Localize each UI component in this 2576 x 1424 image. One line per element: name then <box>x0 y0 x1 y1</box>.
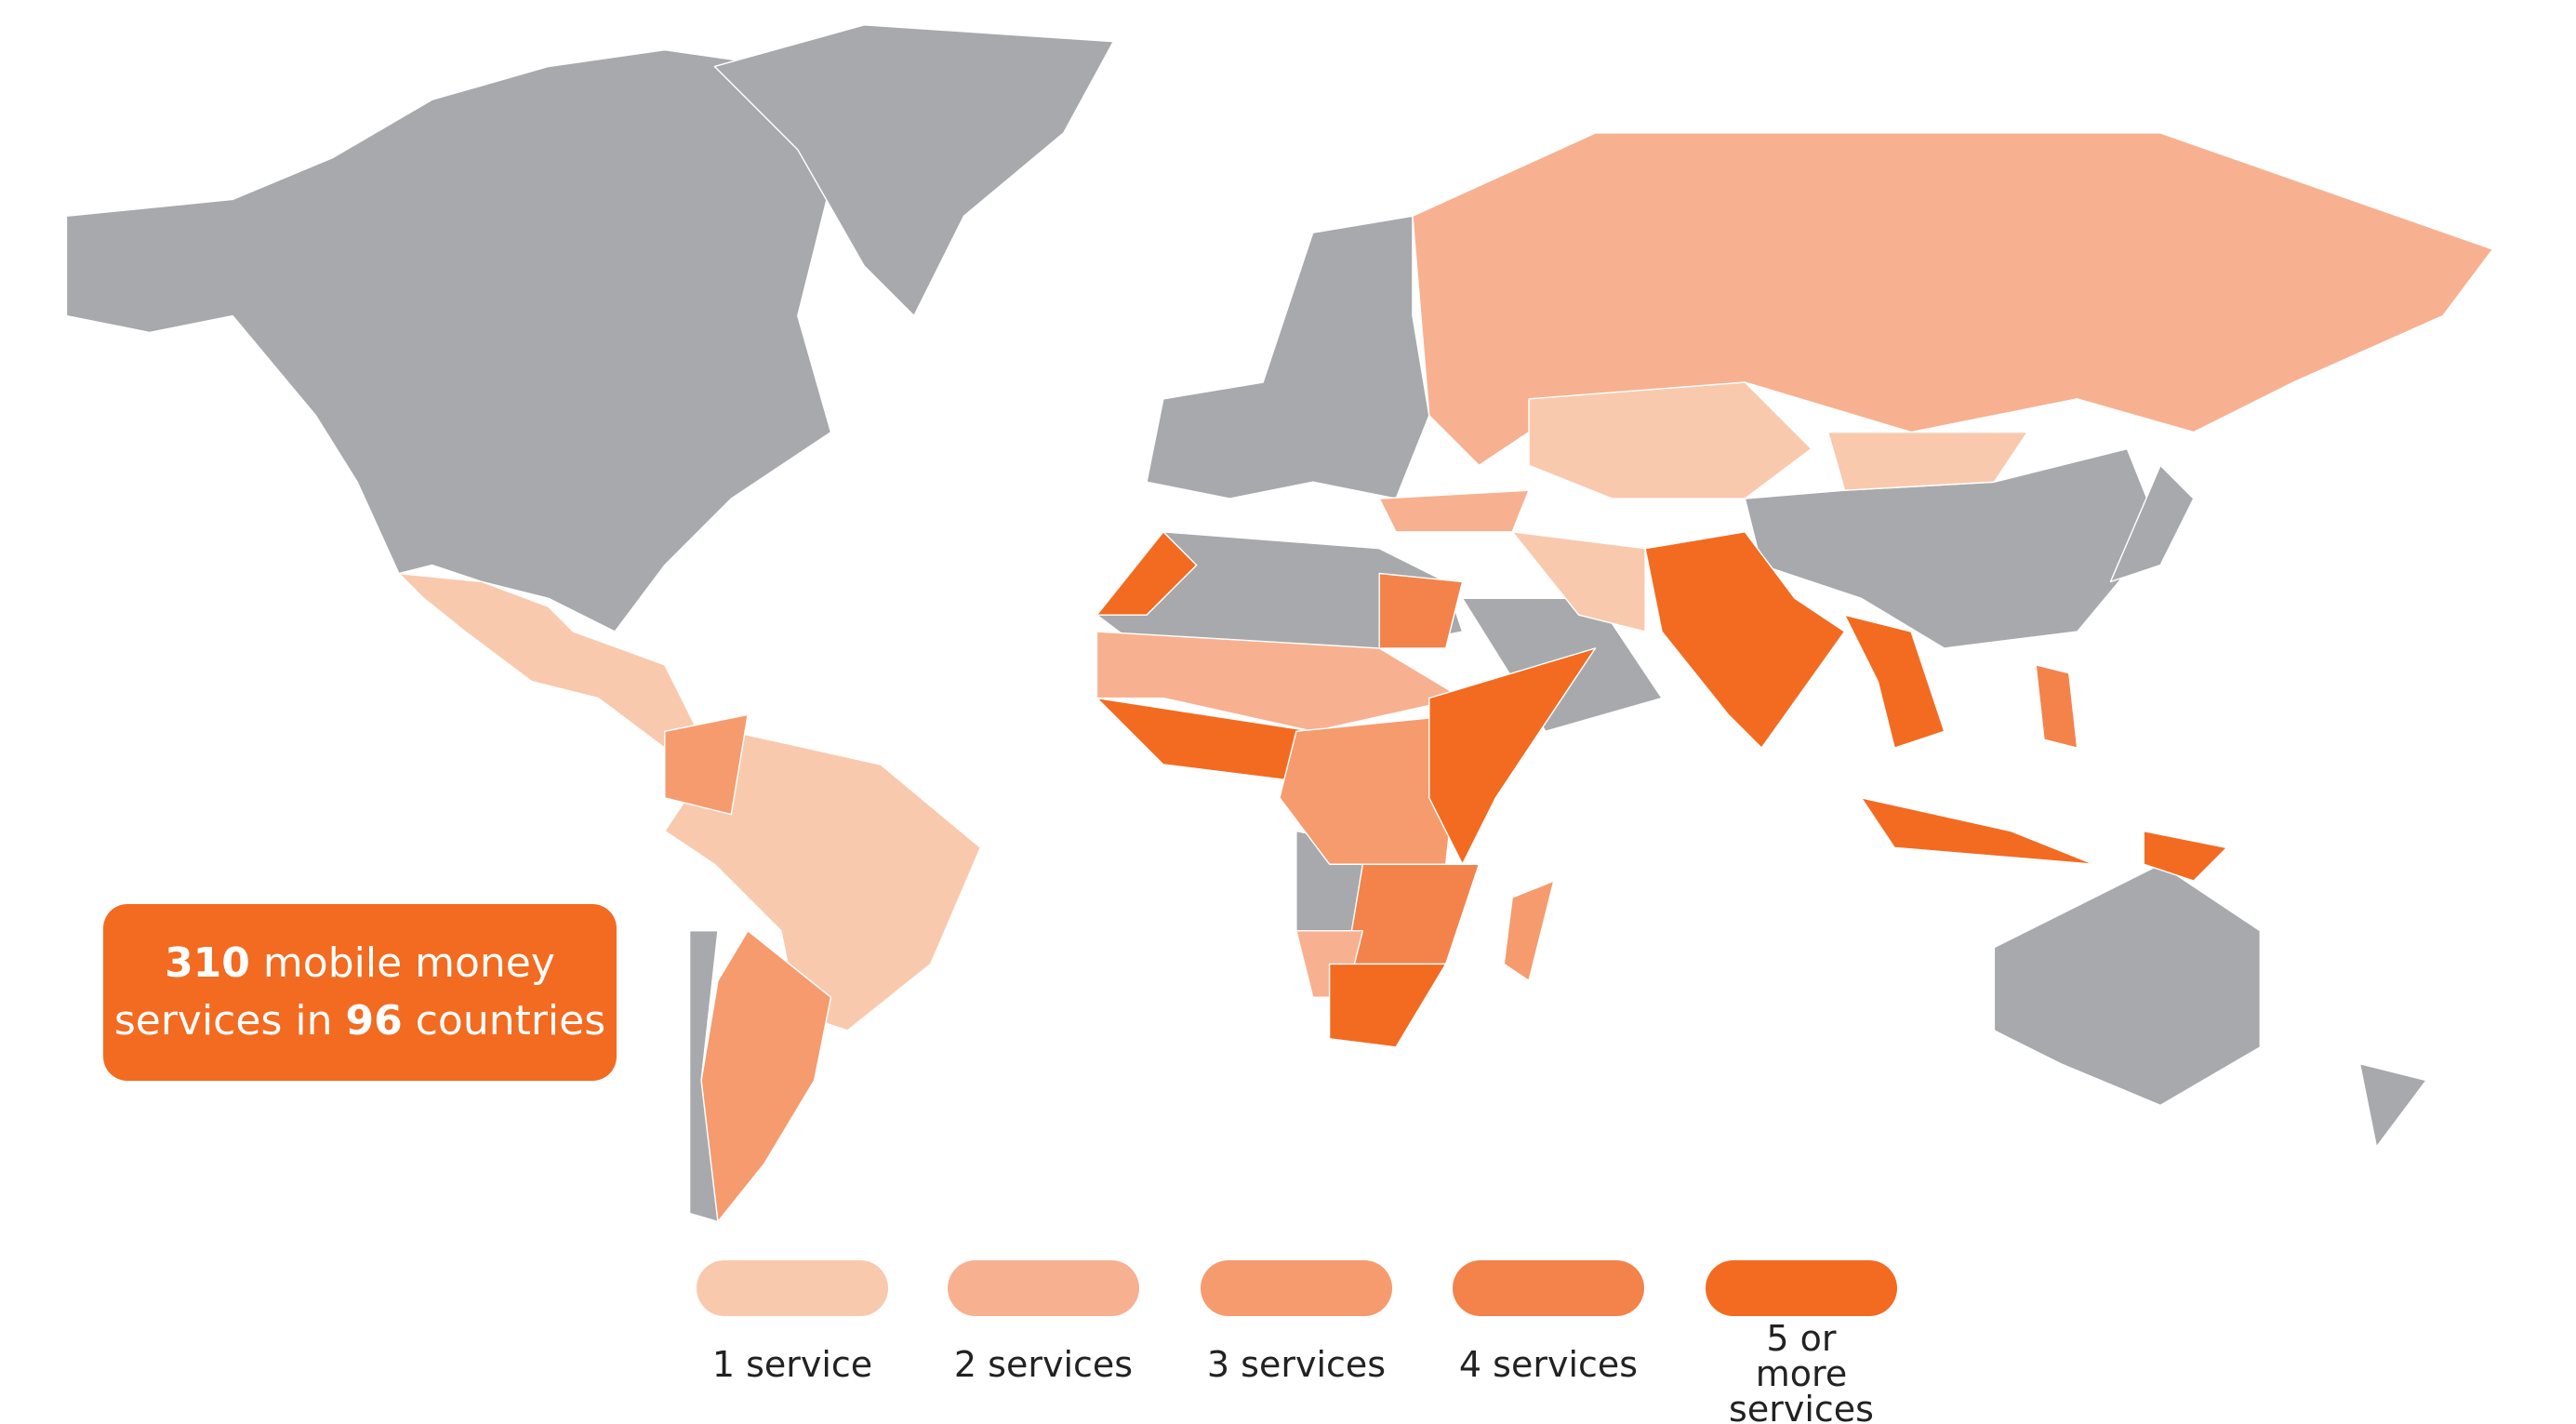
callout: 310 mobile money services in 96 countrie… <box>103 904 617 1081</box>
legend-label: 4 services <box>1458 1344 1639 1385</box>
southern-africa <box>1345 863 1481 965</box>
legend-swatch <box>1201 1260 1392 1316</box>
europe <box>1146 215 1430 499</box>
colombia <box>664 713 749 816</box>
legend-label: 5 or more services <box>1729 1318 1874 1424</box>
south-africa <box>1328 963 1447 1048</box>
legend-swatch <box>948 1260 1139 1316</box>
egypt <box>1378 572 1464 649</box>
legend-label: 2 services <box>953 1344 1134 1385</box>
legend-label: 1 service <box>711 1344 873 1385</box>
indonesia <box>1860 797 2095 865</box>
russia <box>1412 132 2494 467</box>
central-asia <box>1528 381 1812 499</box>
country-count: 96 <box>345 997 403 1045</box>
morocco <box>1095 531 1198 616</box>
callout-text: services in <box>113 997 333 1045</box>
greenland <box>713 24 1115 317</box>
count: 310 <box>165 939 250 988</box>
central-america <box>398 572 699 749</box>
southeast-asia <box>1843 614 1945 749</box>
callout-text: mobile money <box>262 939 555 988</box>
east-africa <box>1428 647 1597 865</box>
philippines <box>2035 664 2078 749</box>
new-zealand <box>2358 1062 2427 1148</box>
madagascar <box>1503 880 1555 982</box>
callout-text: countries <box>415 997 606 1045</box>
australia <box>1993 863 2262 1107</box>
argentina <box>700 930 832 1223</box>
north-america <box>65 48 832 632</box>
south-asia <box>1644 531 1846 749</box>
legend-swatch <box>1706 1260 1897 1316</box>
legend-label: 3 services <box>1206 1344 1387 1385</box>
legend-swatch <box>697 1260 888 1316</box>
turkey <box>1378 489 1530 533</box>
papua-new-guinea <box>2143 830 2228 882</box>
mongolia <box>1826 431 2028 491</box>
iran <box>1511 531 1646 632</box>
legend-swatch <box>1453 1260 1644 1316</box>
japan <box>2109 464 2195 583</box>
